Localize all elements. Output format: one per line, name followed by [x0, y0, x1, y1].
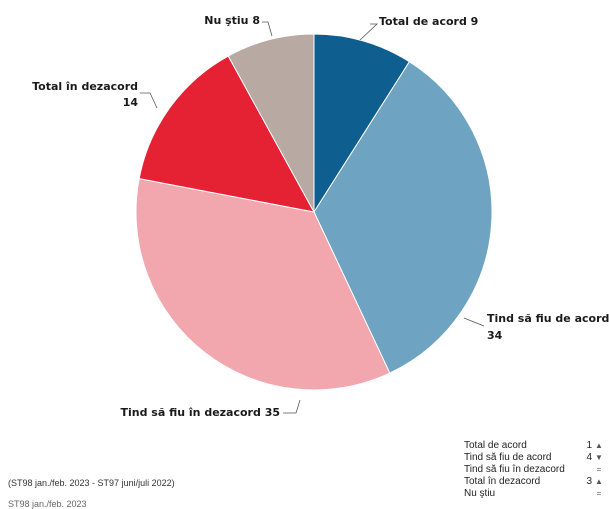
arrow-down-icon: ▼	[595, 453, 603, 462]
trend-label: Total de acord	[464, 440, 527, 451]
trend-label: Nu ştiu	[464, 488, 496, 499]
leader-line	[140, 92, 158, 109]
slice-value-label: 34	[487, 329, 503, 342]
trend-row-total-dezacord: Total în dezacord 3 ▲	[464, 476, 606, 488]
trend-table: Total de acord 1 ▲ Tind să fiu de acord …	[464, 440, 606, 500]
period-footnote: ST98 jan./feb. 2023	[8, 499, 87, 509]
pie-slice-tind-s-fiu-de-acord	[313, 61, 493, 374]
leader-line	[359, 23, 379, 41]
trend-label: Total în dezacord	[464, 476, 541, 487]
slice-label: Total de acord 9	[379, 15, 478, 28]
trend-change: 1	[586, 440, 592, 451]
trend-change: 4	[586, 452, 592, 463]
leader-line	[283, 399, 301, 414]
slice-label: Tind să fiu de acord	[487, 312, 609, 325]
slice-label: Tind să fiu în dezacord 35	[120, 406, 280, 419]
slice-label: Total în dezacord	[32, 80, 138, 93]
trend-label: Tind să fiu în dezacord	[464, 464, 565, 475]
trend-row-nu-stiu: Nu ştiu =	[464, 488, 606, 500]
trend-row-total-de-acord: Total de acord 1 ▲	[464, 440, 606, 452]
equal-icon: =	[596, 489, 602, 498]
arrow-up-icon: ▲	[595, 477, 603, 486]
leader-lines	[140, 21, 485, 414]
comparison-footnote: (ST98 jan./feb. 2023 - ST97 juni/juli 20…	[8, 478, 175, 488]
trend-row-tind-de-acord: Tind să fiu de acord 4 ▼	[464, 452, 606, 464]
slice-value-label: 14	[123, 96, 139, 109]
pie-chart: Total de acord 9 Tind să fiu de acord 34 Ti…	[32, 14, 609, 419]
slice-labels: Total de acord 9 Tind să fiu de acord 34 Ti…	[32, 14, 609, 419]
pie-slice-total-de-acord	[313, 33, 411, 214]
trend-change: 3	[586, 476, 592, 487]
arrow-up-icon: ▲	[595, 441, 603, 450]
trend-label: Tind să fiu de acord	[464, 452, 552, 463]
equal-icon: =	[596, 465, 602, 474]
pie-slices	[135, 33, 493, 391]
leader-line	[463, 317, 485, 327]
trend-row-tind-dezacord: Tind să fiu în dezacord =	[464, 464, 606, 476]
leader-line	[262, 21, 273, 37]
slice-label: Nu ştiu 8	[204, 14, 260, 27]
pie-slice-nu-tiu	[227, 33, 315, 213]
pie-slice-tind-s-fiu-n-dezacord	[135, 178, 391, 391]
pie-slice-total-n-dezacord	[138, 55, 315, 213]
